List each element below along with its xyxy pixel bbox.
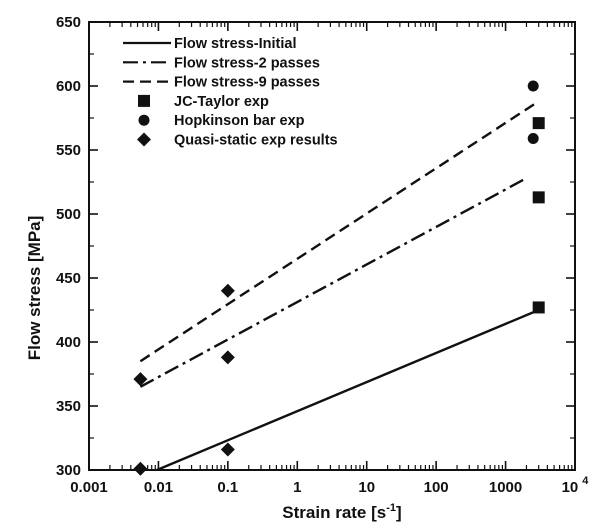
legend-square-sample	[138, 94, 150, 107]
y-tick-label: 550	[56, 142, 81, 159]
series-line-2	[139, 101, 538, 363]
legend-label: Quasi-static exp results	[174, 133, 338, 149]
legend-label: Flow stress-Initial	[174, 36, 296, 52]
legend-label: Flow stress-9 passes	[174, 75, 320, 91]
x-axis-title-main: Strain rate [s	[282, 503, 386, 522]
diamond-data-point	[133, 461, 148, 476]
square-data-point	[532, 301, 545, 314]
y-tick-label: 400	[56, 334, 81, 351]
square-data-point	[532, 191, 545, 204]
x-tick-label: 10	[358, 479, 375, 496]
circle-data-point	[527, 132, 539, 144]
y-tick-label: 350	[56, 398, 81, 415]
legend: Flow stress-Initial Flow stress-2 passes F…	[123, 36, 338, 149]
legend-diamond-sample	[137, 132, 151, 147]
x-tick-label: 0.01	[144, 479, 173, 496]
x-tick-label: 10 4	[562, 475, 590, 496]
series-line-0	[156, 308, 540, 472]
ticks-layer: 0.001 0.01 0.1 1 10 100 1000 10 4 300 350 400 450 500…	[56, 14, 589, 496]
legend-label: Hopkinson bar exp	[174, 113, 305, 129]
y-tick-label: 450	[56, 270, 81, 287]
y-axis-title: Flow stress [MPa]	[25, 216, 44, 361]
y-tick-label: 600	[56, 78, 81, 95]
diamond-data-point	[220, 442, 235, 457]
series-line-1	[139, 177, 528, 388]
x-axis-title-sup: -1	[386, 502, 396, 514]
plot-area-frame	[88, 21, 576, 471]
legend-circle-sample	[138, 114, 150, 126]
square-data-point	[532, 117, 545, 130]
diamond-data-point	[133, 372, 148, 387]
series-layer	[133, 80, 545, 476]
diamond-data-point	[220, 350, 235, 365]
x-tick-label: 1000	[489, 479, 522, 496]
legend-label: JC-Taylor exp	[174, 94, 269, 110]
x-axis-title-end: ]	[396, 503, 402, 522]
circle-data-point	[527, 80, 539, 92]
y-tick-label: 650	[56, 14, 81, 31]
x-tick-label: 0.001	[70, 479, 108, 496]
x-axis-title: Strain rate [s-1]	[282, 502, 401, 522]
y-tick-label: 500	[56, 206, 81, 223]
y-tick-label: 300	[56, 462, 81, 479]
x-tick-label: 0.1	[217, 479, 238, 496]
legend-label: Flow stress-2 passes	[174, 55, 320, 71]
x-tick-label: 1	[293, 479, 301, 496]
diamond-data-point	[220, 283, 235, 298]
x-tick-label: 100	[424, 479, 449, 496]
